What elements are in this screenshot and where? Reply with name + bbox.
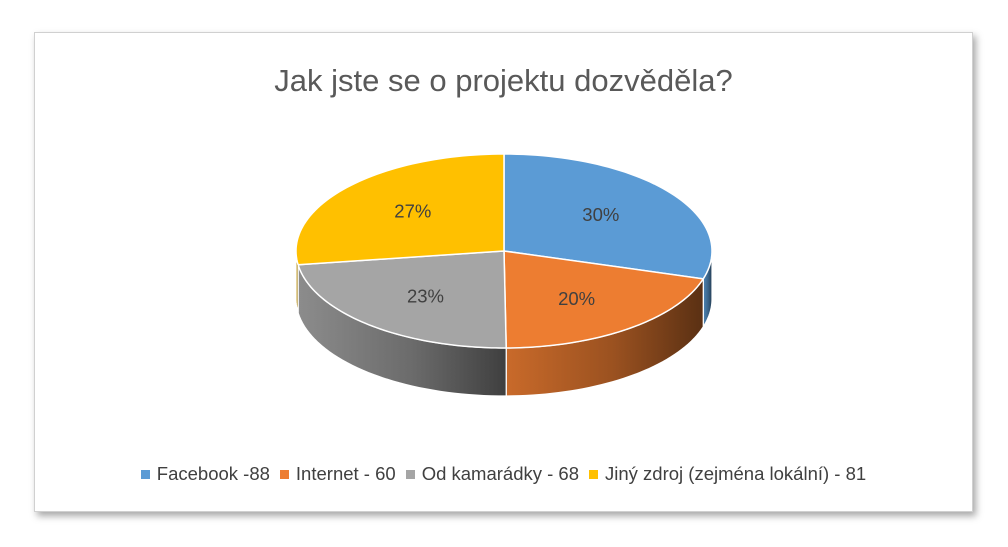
pie-slice xyxy=(503,250,705,349)
pie-chart: 30% 20% 23% 27% xyxy=(295,153,713,397)
legend-swatch xyxy=(405,469,415,479)
pie-slice xyxy=(295,153,505,266)
legend-label: Od kamarádky - 68 xyxy=(421,463,580,484)
pie-slice xyxy=(503,153,713,280)
legend-swatch xyxy=(279,469,289,479)
chart-title: Jak jste se o projektu dozvěděla? xyxy=(274,63,733,98)
legend-item: Facebook -88 xyxy=(140,463,270,485)
pie-slice xyxy=(297,250,507,349)
chart-frame: Jak jste se o projektu dozvěděla? 30% 20%… xyxy=(34,32,973,512)
data-label: 27% xyxy=(394,201,431,222)
legend-item: Od kamarádky - 68 xyxy=(405,463,580,485)
legend-label: Jiný zdroj (zejména lokální) - 81 xyxy=(605,463,867,484)
chart-legend: Facebook -88 Internet - 60 Od kamarádky - … xyxy=(35,463,972,485)
data-label: 20% xyxy=(558,288,595,309)
legend-item: Jiný zdroj (zejména lokální) - 81 xyxy=(589,463,866,485)
data-label: 23% xyxy=(407,286,444,307)
legend-swatch xyxy=(589,469,599,479)
legend-item: Internet - 60 xyxy=(279,463,396,485)
legend-swatch xyxy=(140,469,150,479)
legend-label: Internet - 60 xyxy=(295,463,396,484)
data-label: 30% xyxy=(582,204,619,225)
legend-label: Facebook -88 xyxy=(156,463,270,484)
